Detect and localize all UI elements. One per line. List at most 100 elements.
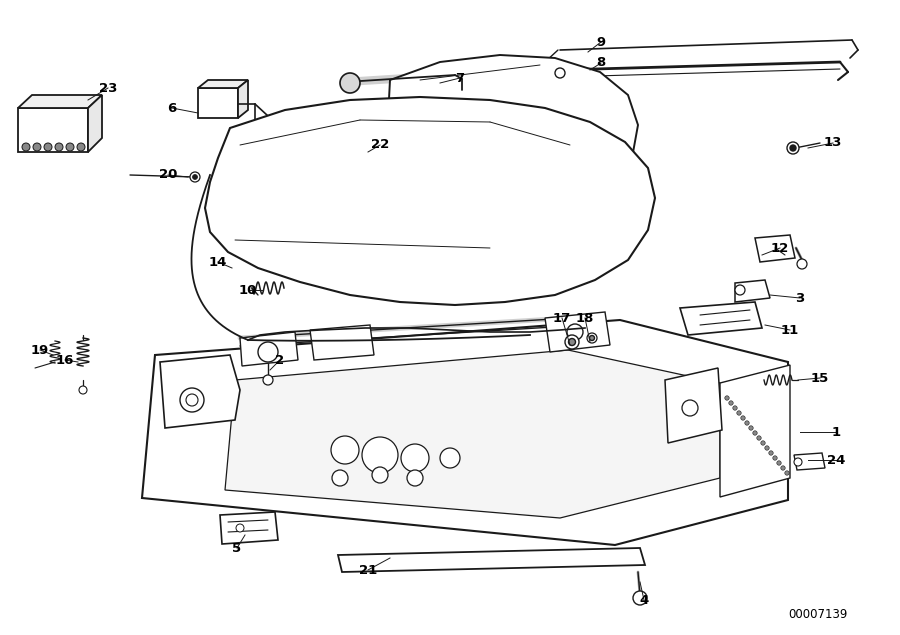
Polygon shape <box>794 453 825 470</box>
Circle shape <box>729 401 733 405</box>
Circle shape <box>180 388 204 412</box>
Circle shape <box>332 470 348 486</box>
Circle shape <box>565 335 579 349</box>
Circle shape <box>186 394 198 406</box>
Circle shape <box>77 143 85 151</box>
Polygon shape <box>18 108 88 152</box>
Text: 20: 20 <box>158 168 177 182</box>
Circle shape <box>362 437 398 473</box>
Polygon shape <box>338 548 645 572</box>
Polygon shape <box>388 55 638 190</box>
Text: 10: 10 <box>238 283 257 297</box>
Circle shape <box>258 138 278 158</box>
Text: 23: 23 <box>99 81 117 95</box>
Circle shape <box>33 143 41 151</box>
Polygon shape <box>198 80 248 88</box>
Circle shape <box>569 338 575 345</box>
Circle shape <box>773 456 778 460</box>
Circle shape <box>372 467 388 483</box>
Circle shape <box>555 68 565 78</box>
Circle shape <box>587 333 597 343</box>
Circle shape <box>757 436 761 440</box>
Circle shape <box>590 335 595 340</box>
Text: 14: 14 <box>209 255 227 269</box>
Text: 19: 19 <box>31 344 50 356</box>
Circle shape <box>752 431 757 435</box>
Text: 3: 3 <box>796 291 805 305</box>
Text: 13: 13 <box>824 137 842 149</box>
Circle shape <box>790 145 796 151</box>
Polygon shape <box>665 368 722 443</box>
Text: 5: 5 <box>232 542 241 554</box>
Circle shape <box>440 448 460 468</box>
Circle shape <box>66 143 74 151</box>
Text: 4: 4 <box>639 594 649 606</box>
Polygon shape <box>755 235 795 262</box>
Circle shape <box>331 436 359 464</box>
Circle shape <box>769 451 773 455</box>
Circle shape <box>777 461 781 465</box>
Polygon shape <box>88 95 102 152</box>
Text: 8: 8 <box>597 57 606 69</box>
Polygon shape <box>238 80 248 118</box>
Text: 00007139: 00007139 <box>788 608 848 622</box>
Circle shape <box>401 444 429 472</box>
Polygon shape <box>220 512 278 544</box>
Circle shape <box>741 416 745 420</box>
Circle shape <box>735 285 745 295</box>
Polygon shape <box>545 312 610 352</box>
Polygon shape <box>240 332 298 366</box>
Text: 6: 6 <box>167 102 176 114</box>
Text: 11: 11 <box>781 323 799 337</box>
Circle shape <box>258 342 278 362</box>
Text: 21: 21 <box>359 563 377 577</box>
Polygon shape <box>680 302 762 335</box>
Circle shape <box>44 143 52 151</box>
Text: 22: 22 <box>371 138 389 152</box>
Circle shape <box>745 421 749 425</box>
Text: 24: 24 <box>827 453 845 467</box>
Circle shape <box>781 466 785 470</box>
Circle shape <box>797 259 807 269</box>
Circle shape <box>765 446 770 450</box>
Circle shape <box>407 470 423 486</box>
Circle shape <box>749 426 753 430</box>
Circle shape <box>785 471 789 475</box>
Polygon shape <box>142 320 788 545</box>
Circle shape <box>760 441 765 445</box>
Text: 18: 18 <box>576 312 594 324</box>
Text: 17: 17 <box>553 312 572 324</box>
Circle shape <box>633 591 647 605</box>
Polygon shape <box>18 95 102 108</box>
Polygon shape <box>205 97 655 305</box>
Text: 1: 1 <box>832 425 841 439</box>
Circle shape <box>236 524 244 532</box>
Circle shape <box>724 396 729 400</box>
Polygon shape <box>735 280 770 302</box>
Circle shape <box>55 143 63 151</box>
Text: 7: 7 <box>455 72 464 84</box>
Circle shape <box>193 175 197 180</box>
Circle shape <box>682 400 698 416</box>
Polygon shape <box>310 325 374 360</box>
Circle shape <box>263 375 273 385</box>
Polygon shape <box>225 350 720 518</box>
Circle shape <box>787 142 799 154</box>
Text: 15: 15 <box>811 371 829 385</box>
Circle shape <box>190 172 200 182</box>
Polygon shape <box>198 88 238 118</box>
Circle shape <box>737 411 742 415</box>
Circle shape <box>340 73 360 93</box>
Circle shape <box>794 458 802 466</box>
Circle shape <box>79 386 87 394</box>
Circle shape <box>22 143 30 151</box>
Polygon shape <box>720 365 790 497</box>
Text: 2: 2 <box>275 354 284 366</box>
Circle shape <box>733 406 737 410</box>
Circle shape <box>263 143 273 153</box>
Polygon shape <box>160 355 240 428</box>
Circle shape <box>567 324 583 340</box>
Text: 9: 9 <box>597 36 606 48</box>
Text: 16: 16 <box>56 354 74 366</box>
Text: 12: 12 <box>771 241 789 255</box>
